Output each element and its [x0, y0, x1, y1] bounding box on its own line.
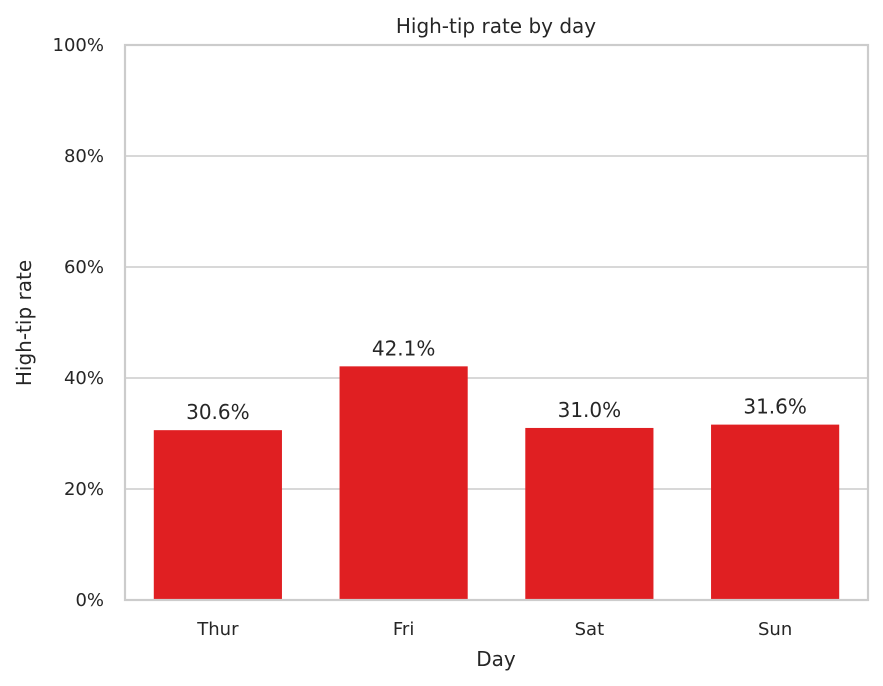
y-tick-label: 80% — [64, 146, 104, 167]
x-tick-labels: Thur Fri Sat Sun — [196, 619, 792, 640]
y-axis-label: High-tip rate — [12, 260, 36, 386]
data-labels: 30.6% 42.1% 31.0% 31.6% — [186, 336, 807, 424]
chart-title: High-tip rate by day — [396, 14, 596, 38]
y-tick-labels: 0% 20% 40% 60% 80% 100% — [53, 35, 104, 611]
bar — [711, 424, 840, 600]
x-tick-label: Sat — [575, 619, 605, 640]
bars — [153, 366, 840, 600]
bar — [525, 427, 654, 600]
y-tick-label: 40% — [64, 368, 104, 389]
bar — [153, 430, 282, 600]
y-tick-label: 0% — [75, 590, 104, 611]
x-tick-label: Thur — [196, 619, 239, 640]
data-label: 31.0% — [558, 398, 622, 422]
x-tick-label: Fri — [393, 619, 414, 640]
y-tick-label: 100% — [53, 35, 104, 56]
x-axis-label: Day — [476, 647, 516, 671]
data-label: 42.1% — [372, 336, 436, 360]
bar — [339, 366, 468, 600]
x-tick-label: Sun — [758, 619, 792, 640]
plot-frame — [123, 43, 870, 602]
y-tick-label: 20% — [64, 479, 104, 500]
data-label: 31.6% — [743, 395, 807, 419]
y-tick-label: 60% — [64, 257, 104, 278]
data-label: 30.6% — [186, 400, 250, 424]
